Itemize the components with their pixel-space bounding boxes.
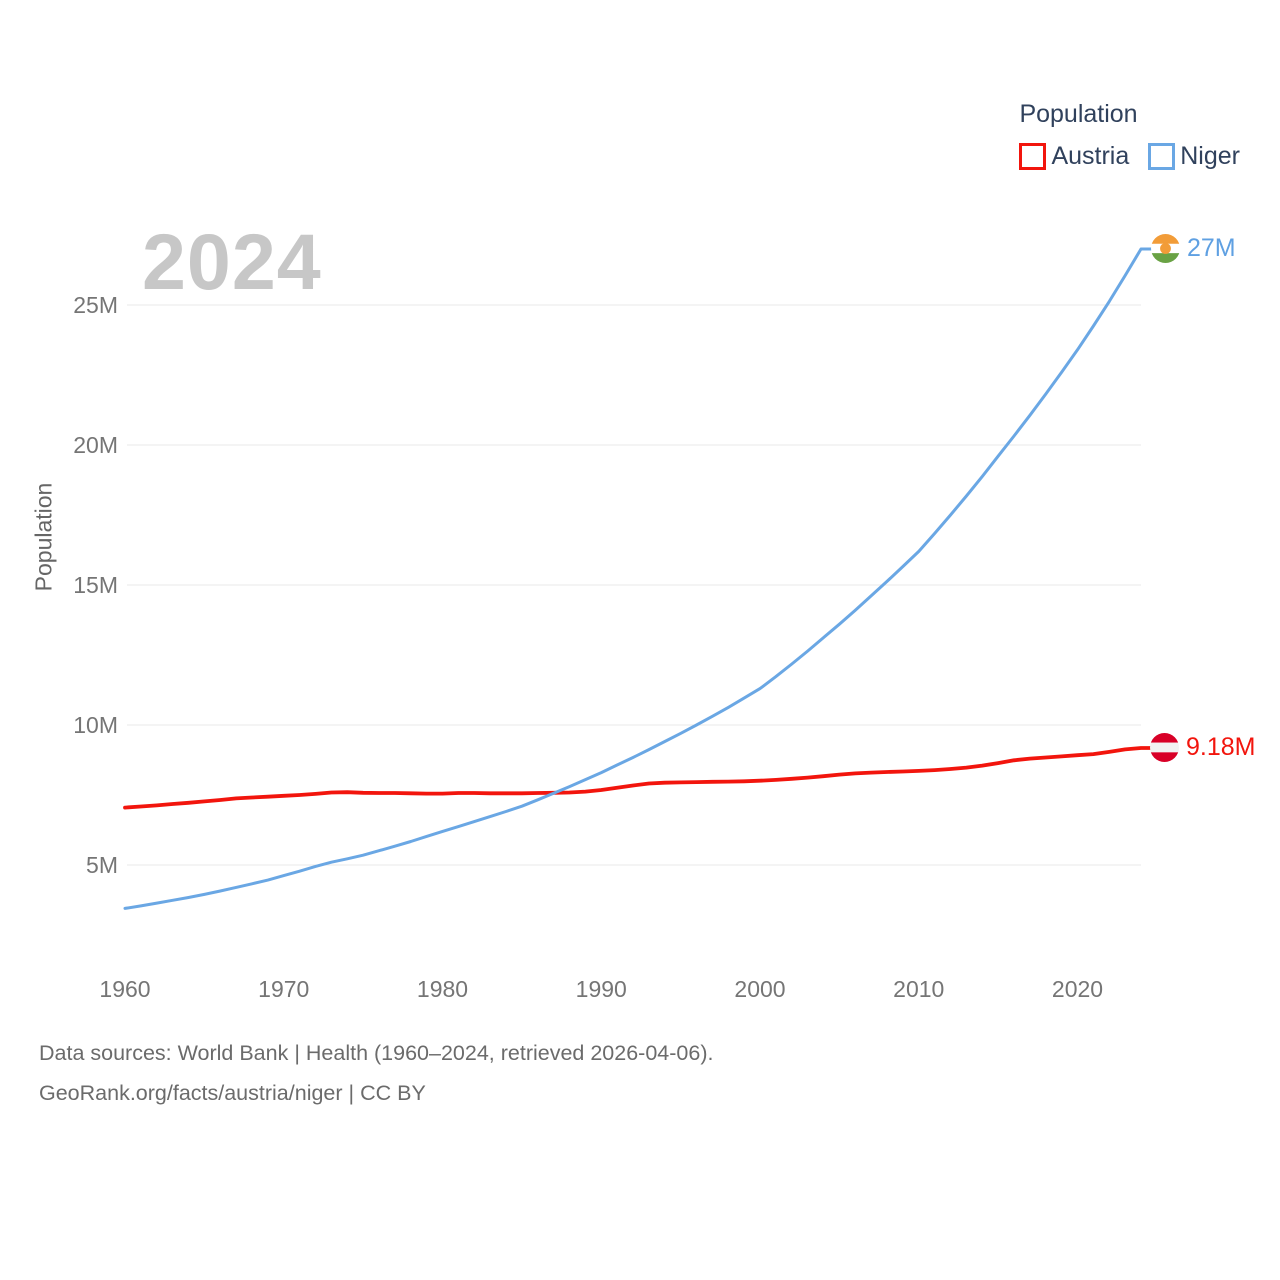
austria-flag-icon <box>1150 733 1179 762</box>
legend-item-niger-label: Niger <box>1180 142 1240 170</box>
x-tick-label-2010: 2010 <box>893 976 944 1002</box>
niger-end-value-label: 27M <box>1187 234 1236 262</box>
austria-series-line[interactable] <box>123 746 1154 810</box>
austria-legend-swatch-icon <box>1019 143 1047 170</box>
x-tick-label-2020: 2020 <box>1052 976 1103 1002</box>
niger-legend-swatch-icon <box>1148 143 1176 170</box>
footer-data-sources: Data sources: World Bank | Health (1960–… <box>39 1041 714 1065</box>
x-tick-label-1960: 1960 <box>99 976 150 1002</box>
y-tick-label-10M: 10M <box>73 712 118 738</box>
y-tick-label-25M: 25M <box>73 292 118 318</box>
footer-attribution-link: GeoRank.org/facts/austria/niger | CC BY <box>39 1081 426 1105</box>
legend-item-austria-label: Austria <box>1051 142 1130 170</box>
austria-end-value-label: 9.18M <box>1186 733 1256 761</box>
y-tick-label-15M: 15M <box>73 572 118 598</box>
x-tick-label-1970: 1970 <box>258 976 309 1002</box>
x-tick-label-1990: 1990 <box>576 976 627 1002</box>
niger-series-line[interactable] <box>123 247 1154 910</box>
legend-items: Austria Niger <box>1019 142 1240 171</box>
x-tick-label-1980: 1980 <box>417 976 468 1002</box>
legend-title: Population <box>1019 100 1138 128</box>
y-tick-label-20M: 20M <box>73 432 118 458</box>
footer: Data sources: World Bank | Health (1960–… <box>39 1033 713 1113</box>
y-tick-label-5M: 5M <box>86 852 118 878</box>
niger-flag-icon <box>1151 234 1180 263</box>
legend: Population Austria Niger <box>1019 100 1240 171</box>
legend-item-niger[interactable]: Niger <box>1148 142 1240 171</box>
legend-item-austria[interactable]: Austria <box>1019 142 1129 171</box>
plot-area: 5M 10M 15M 20M 25M 1960 1970 1980 1990 2000 2010 20… <box>73 247 1154 1002</box>
x-tick-label-2000: 2000 <box>734 976 785 1002</box>
watermark-year: 2024 <box>142 217 322 306</box>
